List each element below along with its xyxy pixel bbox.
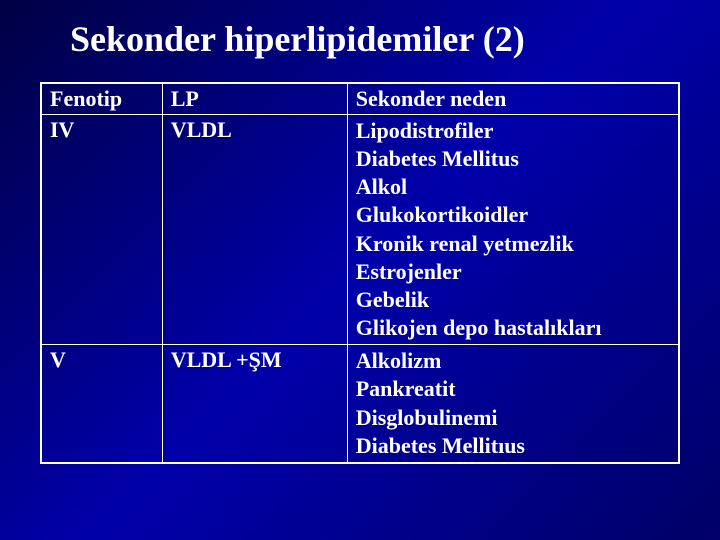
- neden-line: Estrojenler: [356, 258, 670, 286]
- neden-line: Pankreatit: [356, 375, 670, 403]
- slide-title: Sekonder hiperlipidemiler (2): [0, 0, 720, 60]
- table-header-row: Fenotip LP Sekonder neden: [41, 83, 679, 115]
- header-fenotip: Fenotip: [41, 83, 162, 115]
- cell-fenotip: IV: [41, 115, 162, 345]
- cell-neden: Lipodistrofiler Diabetes Mellitus Alkol …: [347, 115, 679, 345]
- neden-line: Glukokortikoidler: [356, 201, 670, 229]
- neden-line: Disglobulinemi: [356, 404, 670, 432]
- header-neden: Sekonder neden: [347, 83, 679, 115]
- cell-neden: Alkolizm Pankreatit Disglobulinemi Diabe…: [347, 345, 679, 463]
- phenotype-table: Fenotip LP Sekonder neden IV VLDL Lipodi…: [40, 82, 680, 464]
- table-container: Fenotip LP Sekonder neden IV VLDL Lipodi…: [0, 60, 720, 464]
- cell-lp: VLDL: [162, 115, 347, 345]
- neden-line: Kronik renal yetmezlik: [356, 230, 670, 258]
- header-lp: LP: [162, 83, 347, 115]
- cell-fenotip: V: [41, 345, 162, 463]
- neden-line: Diabetes Mellitıus: [356, 432, 670, 460]
- neden-line: Diabetes Mellitus: [356, 145, 670, 173]
- neden-line: Alkol: [356, 173, 670, 201]
- neden-line: Gebelik: [356, 286, 670, 314]
- table-row: IV VLDL Lipodistrofiler Diabetes Mellitu…: [41, 115, 679, 345]
- neden-line: Alkolizm: [356, 347, 670, 375]
- neden-line: Glikojen depo hastalıkları: [356, 314, 670, 342]
- neden-line: Lipodistrofiler: [356, 117, 670, 145]
- table-row: V VLDL +ŞM Alkolizm Pankreatit Disglobul…: [41, 345, 679, 463]
- cell-lp: VLDL +ŞM: [162, 345, 347, 463]
